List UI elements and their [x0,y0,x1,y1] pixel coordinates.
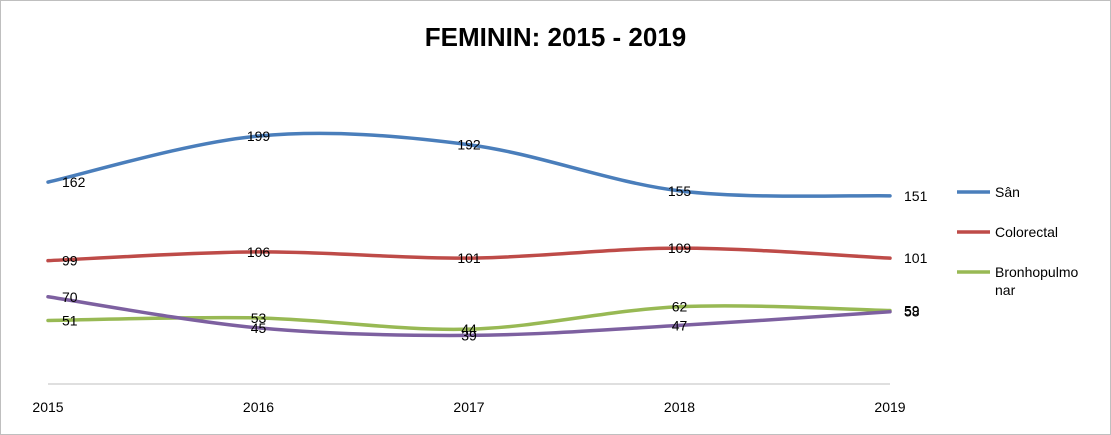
legend-label: Bronhopulmo nar [995,264,1078,298]
data-label: 192 [457,137,481,153]
data-label: 39 [461,327,477,343]
data-label: 44 [461,321,477,337]
data-label: 155 [668,183,692,199]
x-tick-label: 2019 [874,399,905,415]
data-label: 62 [672,299,688,315]
data-label: 53 [251,310,267,326]
series-line [46,246,892,263]
data-label: 162 [62,174,86,190]
x-tick-label: 2018 [664,399,695,415]
legend-label: Sân [995,184,1020,200]
data-label: 70 [62,289,78,305]
data-label: 101 [457,250,481,266]
x-tick-label: 2015 [32,399,63,415]
data-label: 45 [251,320,267,336]
data-label: 99 [62,253,78,269]
data-label: 47 [672,317,688,333]
x-tick-label: 2016 [243,399,274,415]
data-label: 199 [247,128,271,144]
legend-label: Colorectal [995,224,1058,240]
x-tick-label: 2017 [453,399,484,415]
data-label: 58 [904,304,920,320]
data-label: 151 [904,188,928,204]
data-label: 106 [247,244,271,260]
series-line [46,131,892,198]
series-line [46,295,892,338]
data-label: 109 [668,240,692,256]
data-label: 59 [904,302,920,318]
chart-title: FEMININ: 2015 - 2019 [424,22,687,52]
data-label: 101 [904,250,928,266]
data-label: 51 [62,312,78,328]
